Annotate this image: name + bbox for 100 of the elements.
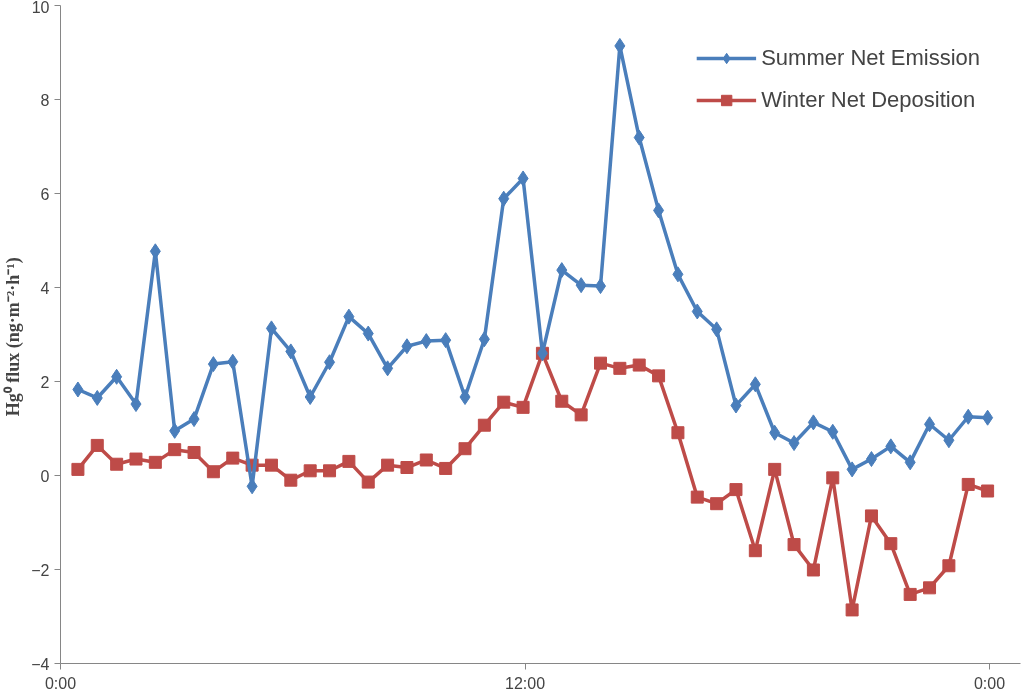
- point: [72, 381, 84, 398]
- point: [671, 426, 685, 440]
- legend-label: Summer Net Emission: [761, 45, 980, 71]
- point: [91, 389, 103, 406]
- point: [227, 353, 239, 370]
- point: [188, 411, 200, 428]
- point: [419, 453, 433, 467]
- point: [807, 414, 819, 431]
- point: [827, 423, 839, 440]
- point: [768, 462, 782, 476]
- point: [169, 422, 181, 439]
- point: [574, 408, 588, 422]
- point: [788, 435, 800, 452]
- point: [458, 442, 472, 456]
- point: [324, 354, 336, 371]
- point: [632, 358, 646, 372]
- point: [924, 416, 936, 433]
- point: [343, 308, 355, 325]
- point: [613, 361, 627, 375]
- point: [690, 490, 704, 504]
- point: [845, 603, 859, 617]
- point: [865, 451, 877, 468]
- point: [187, 445, 201, 459]
- point: [400, 461, 414, 475]
- point: [303, 464, 317, 478]
- y-tick-label: 6: [40, 185, 50, 203]
- y-tick-label: 10: [31, 0, 50, 16]
- point: [517, 170, 529, 187]
- point: [382, 360, 394, 377]
- point: [982, 409, 994, 426]
- y-axis-title: Hg⁰ flux (ng·m⁻²·h⁻¹): [3, 257, 25, 417]
- point: [961, 477, 975, 491]
- y-tick-label: 4: [40, 279, 50, 297]
- point: [323, 464, 337, 478]
- point: [864, 509, 878, 523]
- point: [477, 418, 491, 432]
- point: [264, 458, 278, 472]
- point: [420, 333, 432, 350]
- point: [749, 376, 761, 393]
- y-tick-label: 8: [40, 91, 50, 109]
- point: [168, 443, 182, 457]
- point: [516, 400, 530, 414]
- point: [284, 473, 298, 487]
- point: [923, 581, 937, 595]
- point: [633, 129, 645, 146]
- point: [440, 332, 452, 349]
- point: [129, 452, 143, 466]
- point: [71, 462, 85, 476]
- point: [653, 202, 665, 219]
- point: [942, 559, 956, 573]
- point: [594, 356, 607, 370]
- point: [265, 320, 277, 337]
- point: [206, 465, 220, 479]
- point: [111, 368, 123, 385]
- point: [903, 587, 917, 601]
- point: [884, 537, 898, 551]
- x-tick-label: 12:00: [505, 674, 546, 692]
- point: [981, 484, 995, 498]
- point: [730, 397, 742, 414]
- y-tick-label: −4: [31, 655, 50, 673]
- point: [361, 475, 375, 489]
- y-tick-label: 2: [40, 373, 50, 391]
- y-tick-label: −2: [31, 561, 50, 579]
- x-tick-label: 0:00: [44, 674, 77, 692]
- x-tick-label: 0:00: [973, 674, 1006, 692]
- point: [711, 321, 723, 338]
- point: [729, 483, 743, 497]
- point: [943, 432, 955, 449]
- point: [342, 454, 356, 468]
- point: [885, 438, 897, 455]
- point: [304, 389, 316, 406]
- point: [110, 457, 124, 471]
- point: [498, 190, 510, 207]
- point: [556, 262, 568, 279]
- point: [826, 471, 840, 485]
- point: [672, 266, 684, 283]
- point: [652, 369, 666, 383]
- point: [207, 356, 219, 373]
- point: [226, 451, 240, 465]
- point: [362, 325, 374, 342]
- point: [381, 458, 395, 472]
- point: [787, 538, 801, 552]
- point: [575, 277, 587, 294]
- point: [90, 438, 104, 452]
- point: [962, 408, 974, 425]
- legend-label: Winter Net Deposition: [761, 87, 976, 113]
- point: [439, 461, 453, 475]
- point: [130, 396, 142, 413]
- point: [401, 338, 413, 355]
- point: [691, 303, 703, 320]
- point: [459, 389, 471, 406]
- point: [478, 331, 490, 348]
- point: [555, 394, 569, 408]
- point: [285, 343, 297, 360]
- y-tick-label: 0: [40, 467, 50, 485]
- point: [748, 544, 762, 558]
- point: [148, 455, 162, 469]
- point: [904, 454, 916, 471]
- point: [806, 563, 820, 577]
- point: [710, 497, 724, 511]
